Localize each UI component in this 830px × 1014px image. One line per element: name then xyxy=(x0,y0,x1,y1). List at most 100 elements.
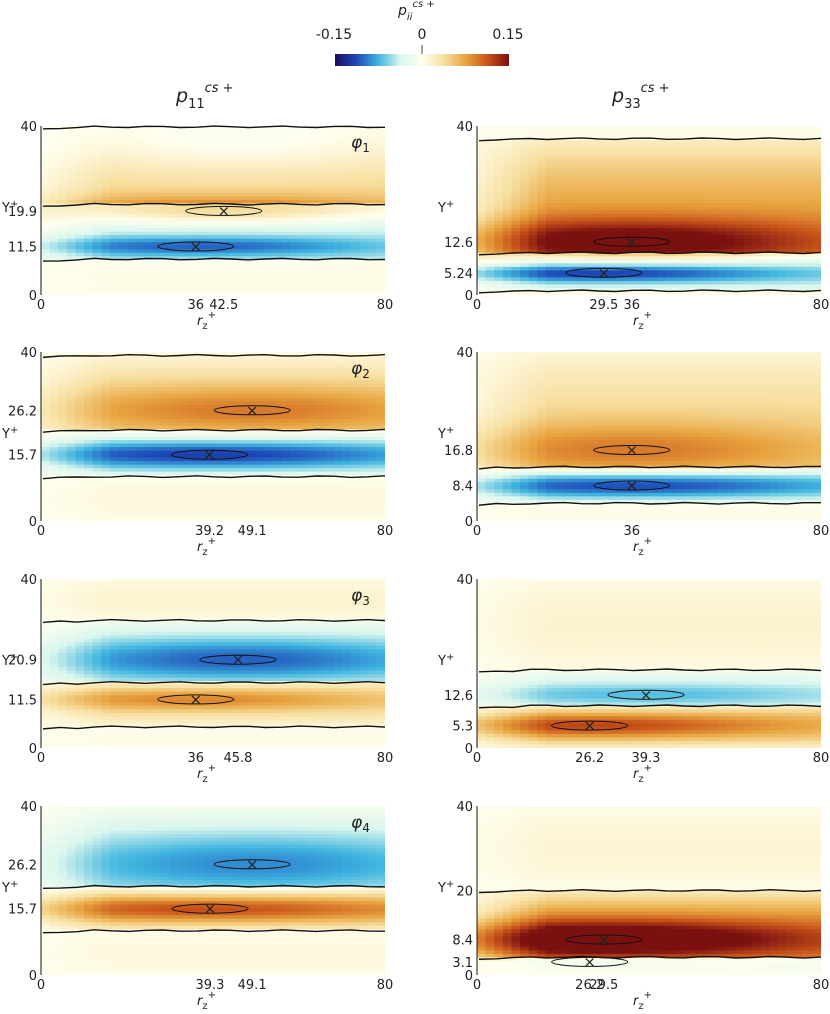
heatmap-cell xyxy=(359,164,369,169)
heatmap-cell xyxy=(342,408,352,413)
heatmap-cell xyxy=(127,443,137,448)
heatmap-cell xyxy=(494,287,504,293)
heatmap-cell xyxy=(49,436,59,441)
heatmap-cell xyxy=(760,147,770,152)
heatmap-cell xyxy=(247,352,257,357)
heatmap-cell xyxy=(726,161,736,166)
heatmap-cell xyxy=(580,263,590,268)
heatmap-cell xyxy=(735,175,745,180)
heatmap-cell xyxy=(299,436,309,441)
heatmap-cell xyxy=(545,150,555,155)
heatmap-cell xyxy=(281,394,291,399)
heatmap-cell xyxy=(511,203,521,208)
heatmap-cell xyxy=(350,362,360,367)
heatmap-cell xyxy=(213,185,223,190)
heatmap-cell xyxy=(290,192,300,198)
heatmap-cell xyxy=(477,161,487,166)
heatmap-cell xyxy=(49,143,59,148)
heatmap-cell xyxy=(342,355,352,360)
heatmap-cell xyxy=(84,404,94,409)
heatmap-cell xyxy=(264,440,274,445)
heatmap-cell xyxy=(717,252,727,257)
heatmap-cell xyxy=(49,178,59,183)
heatmap-cell xyxy=(760,270,770,275)
heatmap-cell xyxy=(273,171,283,176)
heatmap-cell xyxy=(485,147,495,152)
heatmap-cell xyxy=(376,355,385,360)
heatmap-cell xyxy=(743,147,753,152)
heatmap-cell xyxy=(588,157,598,162)
heatmap-cell xyxy=(485,206,495,212)
heatmap-cell xyxy=(367,277,377,282)
heatmap-cell xyxy=(281,291,291,295)
heatmap-cell xyxy=(316,376,326,381)
heatmap-cell xyxy=(640,178,650,183)
heatmap-cell xyxy=(367,440,377,445)
heatmap-cell xyxy=(152,150,162,155)
heatmap-cell xyxy=(692,214,702,219)
heatmap-cell xyxy=(316,369,326,374)
heatmap-cell xyxy=(367,182,377,187)
heatmap-cell xyxy=(752,259,762,264)
heatmap-cell xyxy=(511,231,521,236)
heatmap-cell xyxy=(623,259,633,264)
heatmap-cell xyxy=(692,221,702,226)
heatmap-cell xyxy=(494,192,504,198)
heatmap-cell xyxy=(359,284,369,289)
heatmap-cell xyxy=(58,397,68,402)
heatmap-cell xyxy=(238,143,248,148)
heatmap-cell xyxy=(528,238,538,243)
heatmap-cell xyxy=(281,273,291,278)
heatmap-cell xyxy=(144,196,154,201)
heatmap-cell xyxy=(170,280,180,286)
heatmap-cell xyxy=(118,401,128,406)
heatmap-cell xyxy=(520,238,530,243)
heatmap-cell xyxy=(350,150,360,155)
heatmap-cell xyxy=(187,362,197,367)
heatmap-cell xyxy=(221,440,231,445)
heatmap-cell xyxy=(109,228,119,233)
heatmap-cell xyxy=(307,359,317,364)
heatmap-cell xyxy=(299,168,309,173)
heatmap-cell xyxy=(230,429,240,434)
heatmap-cell xyxy=(623,249,633,254)
heatmap-cell xyxy=(520,252,530,257)
heatmap-cell xyxy=(726,228,736,233)
heatmap-cell xyxy=(709,263,719,268)
heatmap-cell xyxy=(588,189,598,194)
heatmap-cell xyxy=(92,366,102,371)
heatmap-cell xyxy=(614,133,624,138)
heatmap-cell xyxy=(221,245,231,250)
heatmap-cell xyxy=(376,175,385,180)
heatmap-cell xyxy=(152,217,162,222)
heatmap-cell xyxy=(342,362,352,367)
heatmap-cell xyxy=(230,196,240,201)
heatmap-cell xyxy=(726,126,736,131)
heatmap-cell xyxy=(127,359,137,364)
heatmap-cell xyxy=(127,154,137,159)
heatmap-cell xyxy=(812,189,821,194)
heatmap-cell xyxy=(187,263,197,268)
heatmap-cell xyxy=(170,171,180,176)
heatmap-cell xyxy=(299,415,309,420)
heatmap-cell xyxy=(118,196,128,201)
heatmap-cell xyxy=(144,432,154,438)
heatmap-cell xyxy=(674,175,684,180)
heatmap-cell xyxy=(692,175,702,180)
heatmap-cell xyxy=(41,245,51,250)
heatmap-cell xyxy=(178,359,188,364)
heatmap-cell xyxy=(803,143,813,148)
heatmap-cell xyxy=(144,249,154,254)
heatmap-cell xyxy=(554,210,564,215)
heatmap-cell xyxy=(588,224,598,229)
heatmap-cell xyxy=(520,192,530,198)
heatmap-cell xyxy=(717,164,727,169)
heatmap-cell xyxy=(674,192,684,198)
heatmap-cell xyxy=(204,129,214,134)
heatmap-cell xyxy=(709,245,719,250)
heatmap-cell xyxy=(109,182,119,187)
heatmap-cell xyxy=(161,221,171,226)
heatmap-cell xyxy=(58,394,68,399)
heatmap-cell xyxy=(631,277,641,282)
heatmap-cell xyxy=(683,140,693,145)
